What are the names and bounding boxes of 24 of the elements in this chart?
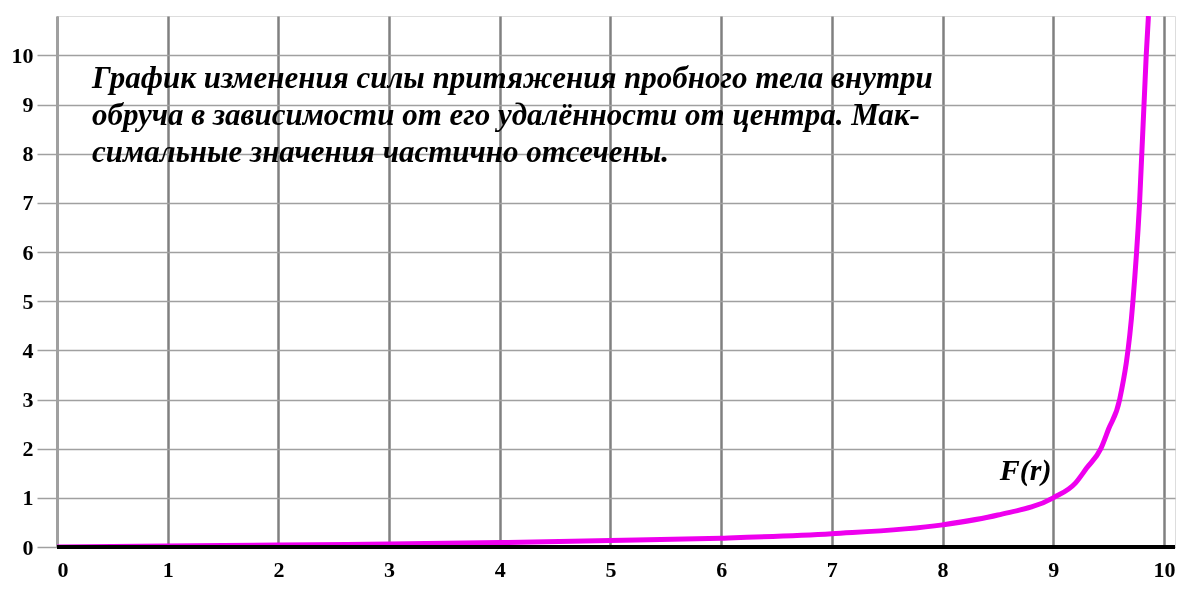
x-tick-label: 5	[605, 556, 617, 582]
y-tick-label: 5	[22, 288, 34, 314]
series-label: F(r)	[998, 452, 1052, 487]
annotation: График изменения силы притяжения пробного тела внутри обруча в зависимости от его удалённости от центра. Мак- симальные значения частично отсечены.	[91, 60, 933, 169]
y-tick-label: 1	[22, 485, 34, 511]
y-tick-label: 0	[22, 534, 34, 560]
y-tick-label: 4	[22, 337, 34, 363]
x-tick-label: 9	[1048, 556, 1060, 582]
y-tick-label: 2	[22, 436, 34, 462]
x-tick-label: 0	[57, 556, 69, 582]
x-tick-label: 8	[937, 556, 949, 582]
y-tick-label: 6	[22, 239, 34, 265]
x-tick-label: 3	[384, 556, 396, 582]
x-tick-label: 7	[826, 556, 838, 582]
y-tick-label: 10	[11, 42, 34, 68]
y-tick-label: 7	[22, 190, 34, 216]
x-tick-label: 4	[494, 556, 506, 582]
y-tick-label: 9	[22, 92, 34, 117]
x-tick-label: 2	[273, 556, 285, 582]
x-tick-label: 10	[1153, 556, 1176, 582]
y-tick-label: 8	[22, 141, 34, 167]
x-tick-label: 1	[162, 556, 174, 582]
y-tick-label: 3	[22, 387, 34, 412]
x-tick-label: 6	[716, 556, 728, 582]
